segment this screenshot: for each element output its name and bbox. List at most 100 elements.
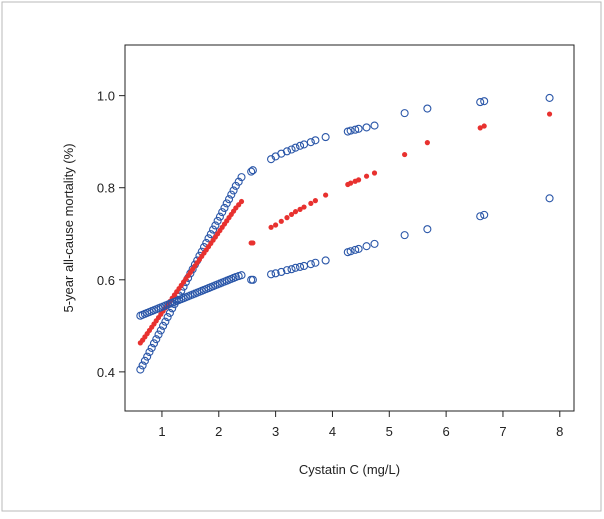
x-tick-label: 2 [215,424,222,439]
estimate-point [301,204,307,210]
lower-point [354,244,363,253]
lower-point [271,269,280,278]
estimate-point [308,200,314,206]
lower-point [346,247,355,256]
lower-point [277,267,286,277]
upper-point [220,203,229,213]
lower-point [321,256,330,265]
estimate-point [481,123,487,129]
estimate-point [424,140,430,146]
estimate-point [323,192,329,198]
upper-series [136,93,554,374]
x-axis: 1 2 3 4 5 6 7 8 [158,411,563,439]
upper-point [145,348,154,357]
estimate-point [284,215,290,221]
lower-point [287,265,296,274]
lower-point [545,194,554,203]
estimate-point [268,224,274,230]
lower-point [476,212,485,221]
lower-point [480,210,489,219]
upper-point [237,173,246,182]
estimate-point [278,218,284,224]
lower-point [296,262,305,271]
estimate-series [137,111,553,346]
lower-series [136,194,554,320]
y-tick-label: 0.4 [97,365,115,380]
upper-point [149,339,159,348]
y-axis: 0.4 0.6 0.8 1.0 [97,89,125,380]
upper-point [218,208,227,217]
upper-point [321,133,330,142]
upper-point [165,308,174,317]
x-tick-label: 7 [499,424,506,439]
upper-point [147,343,156,352]
estimate-point [355,177,362,183]
x-tick-label: 4 [329,424,336,439]
upper-point [354,124,363,133]
upper-point [480,97,489,106]
upper-point [154,330,163,339]
estimate-point [312,198,318,204]
lower-point [299,261,309,271]
upper-point [282,147,292,156]
estimate-point [288,211,295,218]
upper-point [267,155,276,164]
estimate-point [348,180,354,186]
lower-point [291,263,300,272]
lower-point [362,242,371,251]
upper-point [231,181,240,190]
upper-point [229,186,238,195]
lower-point [311,258,320,267]
estimate-point [292,209,299,215]
estimate-point [402,151,408,158]
lower-point [351,245,360,254]
upper-point [291,143,300,152]
upper-point [227,190,236,199]
upper-point [209,225,218,234]
data-points [136,93,554,374]
upper-point [306,138,315,147]
upper-point [163,313,172,322]
upper-point [152,335,161,344]
estimate-point [250,240,256,246]
lower-point [267,270,276,279]
estimate-point [546,111,553,117]
upper-point [248,166,257,175]
lower-point [237,271,246,280]
lower-point [248,275,257,284]
lower-point [423,225,432,234]
upper-point [136,365,145,374]
y-axis-label: 5-year all-cause mortality (%) [61,143,76,312]
upper-point [138,361,147,370]
plot-area-border [124,44,575,412]
lower-point [306,260,315,269]
lower-point [282,266,292,275]
upper-point [222,199,231,208]
upper-point [476,98,485,107]
x-tick-label: 1 [158,424,165,439]
estimate-point [371,170,378,176]
y-tick-label: 0.8 [97,181,115,196]
x-axis-label: Cystatin C (mg/L) [299,462,400,477]
y-tick-label: 1.0 [97,89,115,104]
x-tick-label: 5 [386,424,393,439]
upper-point [161,317,170,326]
x-tick-label: 6 [443,424,450,439]
estimate-point [238,198,245,205]
upper-point [351,125,360,134]
upper-point [159,321,168,330]
upper-point [215,212,224,221]
estimate-point [363,173,370,179]
upper-point [247,167,256,176]
upper-point [362,123,371,132]
x-tick-label: 8 [556,424,563,439]
estimate-point [273,222,279,228]
upper-point [211,221,220,230]
upper-point [423,104,432,113]
x-tick-label: 3 [272,424,279,439]
upper-point [346,126,355,135]
estimate-point [477,125,483,131]
upper-point [206,230,215,239]
